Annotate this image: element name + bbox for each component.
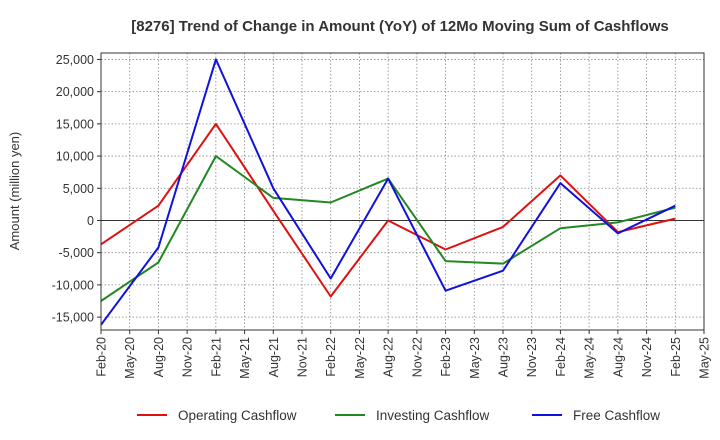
x-tick-label: Nov-20 [181, 337, 195, 377]
y-axis-ticks: 25,000 20,000 15,000 10,000 5,000 0 -5,000 -10,… [52, 53, 101, 325]
y-tick-label: -5,000 [59, 246, 94, 260]
grid [100, 53, 705, 330]
x-axis-ticks: Feb-20 May-20 Aug-20 Nov-20 Feb-21 May-21 Aug-… [95, 330, 712, 379]
legend-label: Operating Cashflow [178, 408, 297, 423]
x-tick-label: May-22 [353, 337, 367, 379]
x-tick-label: Aug-20 [152, 337, 166, 377]
x-tick-label: Aug-24 [611, 337, 625, 377]
x-tick-label: Feb-21 [209, 337, 223, 377]
y-tick-label: 25,000 [56, 53, 94, 67]
x-tick-label: Feb-23 [439, 337, 453, 377]
y-axis-label: Amount (million yen) [7, 132, 22, 251]
x-tick-label: May-23 [468, 337, 482, 379]
y-tick-label: -10,000 [52, 278, 94, 292]
x-tick-label: Aug-23 [497, 337, 511, 377]
x-tick-label: May-20 [123, 337, 137, 379]
y-tick-label: 20,000 [56, 85, 94, 99]
x-tick-label: Aug-22 [382, 337, 396, 377]
y-tick-label: -15,000 [52, 311, 94, 325]
y-tick-label: 10,000 [56, 150, 94, 164]
x-tick-label: May-24 [583, 337, 597, 379]
legend: Operating Cashflow Investing Cashflow Free… [137, 408, 660, 423]
x-tick-label: Nov-21 [296, 337, 310, 377]
x-tick-label: Nov-24 [640, 337, 654, 377]
x-tick-label: May-21 [238, 337, 252, 379]
legend-label: Investing Cashflow [376, 408, 490, 423]
x-tick-label: Nov-23 [525, 337, 539, 377]
y-tick-label: 15,000 [56, 117, 94, 131]
series-line [100, 58, 676, 326]
x-tick-label: Feb-20 [95, 337, 109, 377]
x-tick-label: Aug-21 [267, 337, 281, 377]
x-tick-label: May-25 [698, 337, 712, 379]
x-tick-label: Nov-22 [410, 337, 424, 377]
x-tick-label: Feb-24 [554, 337, 568, 377]
plot-frame [100, 52, 705, 331]
legend-label: Free Cashflow [573, 408, 660, 423]
y-tick-label: 0 [87, 214, 94, 228]
series-lines [100, 58, 676, 326]
x-tick-label: Feb-22 [324, 337, 338, 377]
chart-title: [8276] Trend of Change in Amount (YoY) o… [131, 18, 669, 35]
series-line [100, 122, 676, 298]
x-tick-label: Feb-25 [669, 337, 683, 377]
y-tick-label: 5,000 [63, 182, 94, 196]
